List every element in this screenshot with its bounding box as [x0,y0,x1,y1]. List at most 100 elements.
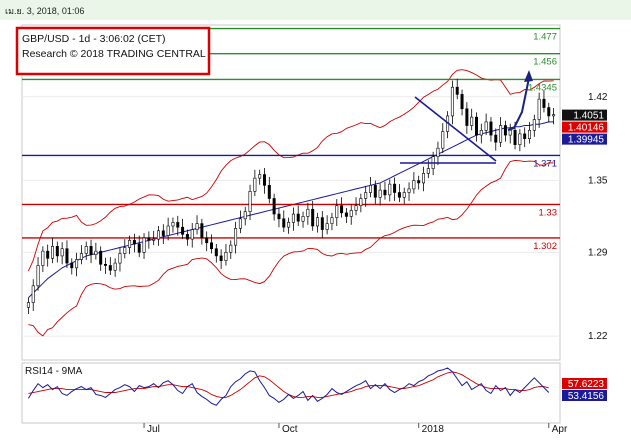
candle-body [219,255,223,261]
price-tag-box [562,133,607,145]
candle-body [229,244,233,253]
candle-body [31,285,35,303]
price-tag-label: 1.40146 [568,123,605,134]
candle-body [123,247,127,254]
candle-body [157,230,161,240]
level-label: 1.4345 [528,82,557,93]
price-tag-box [562,109,607,121]
candle-body [185,234,189,240]
candle-body [89,246,93,256]
price-tag-label: 1.39945 [568,135,605,146]
candle-body [393,183,397,193]
candle-body [152,238,156,241]
candle-body [330,217,334,224]
candle-body [306,208,310,217]
candle-body [301,216,305,222]
projection-arrow-head [524,70,533,82]
candle-body [523,133,527,139]
candle-body [171,222,175,227]
candle-body [436,147,440,157]
candle-body [402,192,406,198]
candle-body [417,180,421,184]
candle-body [532,119,536,131]
candle-body [460,94,464,110]
candle-body [70,262,74,269]
chart-subtitle: Research © 2018 TRADING CENTRAL [22,48,206,60]
rsi-tag-box [562,378,607,389]
level-label: 1.477 [533,32,557,43]
candle-body [99,250,103,265]
candle-body [364,192,368,199]
candle-body [137,243,141,253]
candle-body [128,240,132,248]
candle-body [176,222,180,228]
level-label: 1.33 [539,207,558,218]
price-grid [22,96,560,337]
rsi-panel [21,362,561,424]
candle-body [161,230,165,236]
candle-body [190,229,194,240]
candle-body [383,189,387,196]
candle-body [474,116,478,136]
candle-body [104,263,108,266]
candle-body [50,246,54,259]
rsi-tag-box [562,390,607,401]
projection-arrow-path [507,77,530,131]
candle-body [181,226,185,235]
candle-body [359,198,363,206]
candle-body [542,98,546,108]
candle-body [132,240,136,245]
candle-body [166,225,170,236]
price-tag-label: 1.4051 [573,111,604,122]
candle-body [368,185,372,193]
candle-body [489,121,493,136]
level-label: 1.302 [533,241,557,252]
price-panel [21,24,561,361]
candle-body [315,217,319,227]
candle-body [518,133,522,145]
candle-body [210,242,214,250]
price-axis: 1.42 1.35 1.29 1.22 [588,92,608,342]
candle-body [552,114,556,117]
level-label: 1.456 [533,57,557,68]
bollinger-upper-line [27,69,554,272]
candle-body [287,222,291,228]
header-strip [0,0,631,20]
chart-title: GBP/USD - 1d - 3:06:02 (CET) [22,33,166,45]
candle-body [479,129,483,136]
candle-body [262,174,266,186]
candle-body [277,213,281,220]
candle-body [441,131,445,149]
candle-body [60,248,64,257]
candle-body [65,248,69,264]
candle-body [484,121,488,131]
candle-body [118,253,122,264]
candle-body [113,262,117,271]
candle-body [311,208,315,227]
candle-body [243,211,247,220]
bollinger-lower-line [28,159,554,337]
candle-body [84,246,88,254]
candle-body [470,116,474,126]
rsi-title: RSI14 - 9MA [25,366,83,377]
candle-body [547,107,551,117]
x-tick-label: Apr [552,424,568,435]
candle-body [36,265,40,287]
candle-body [354,205,358,211]
candle-body [340,205,344,214]
candle-body [503,125,507,136]
candle-body [296,213,300,222]
candle-body [397,192,401,198]
candle-body [142,237,146,253]
candle-body [238,218,242,229]
header-timestamp: เม.ย. 3, 2018, 01:06 [5,6,84,16]
time-axis: Jul Oct 2018 Apr [143,423,568,435]
candle-body [335,205,339,218]
candle-body [450,86,454,117]
candle-body [407,188,411,193]
y-tick-label: 1.35 [588,176,608,187]
rsi-line [27,367,550,406]
y-tick-label: 1.42 [588,92,608,103]
